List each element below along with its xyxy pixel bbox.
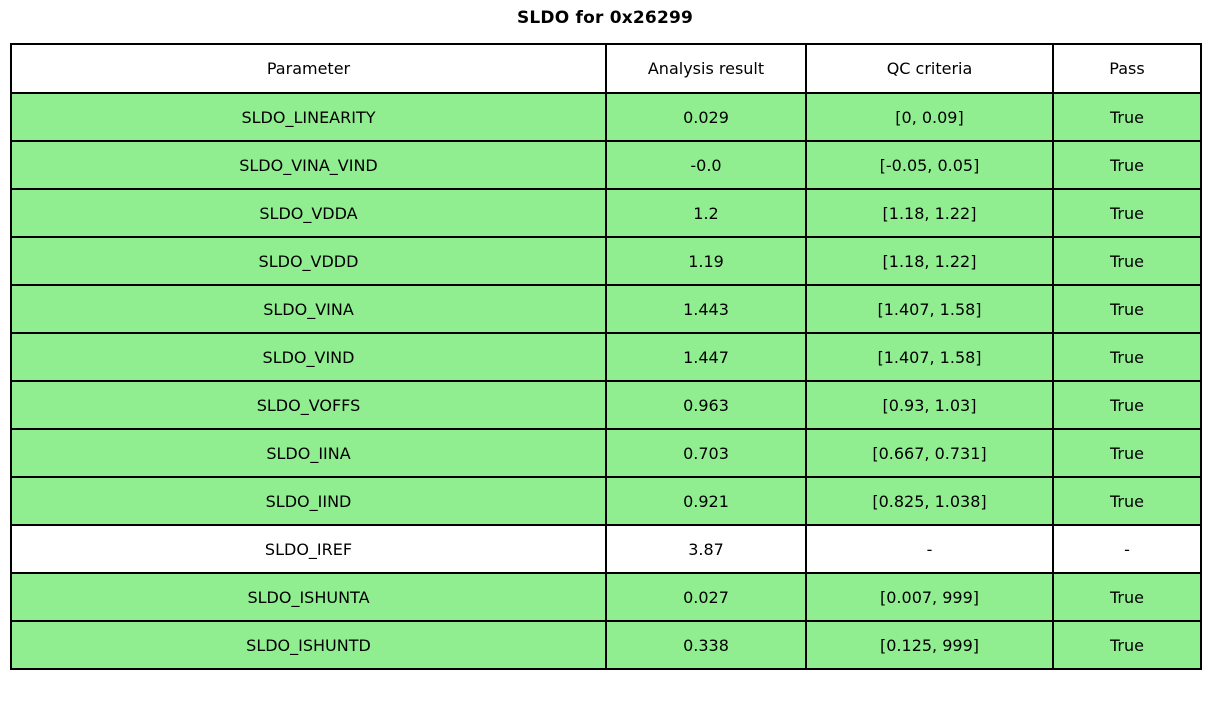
pass-cell: True	[1052, 284, 1202, 334]
criteria-cell: [1.407, 1.58]	[805, 332, 1054, 382]
header-pass: Pass	[1052, 43, 1202, 94]
parameter-cell: SLDO_VINA	[10, 284, 607, 334]
header-parameter: Parameter	[10, 43, 607, 94]
header-qc-criteria: QC criteria	[805, 43, 1054, 94]
result-cell: 1.2	[605, 188, 807, 238]
result-cell: 1.19	[605, 236, 807, 286]
table-body: SLDO_LINEARITY 0.029 [0, 0.09] True SLDO_VIN…	[10, 92, 1202, 670]
parameter-cell: SLDO_VIND	[10, 332, 607, 382]
header-analysis-result: Analysis result	[605, 43, 807, 94]
table-row: SLDO_IREF 3.87- -	[10, 524, 1202, 574]
header-row: Parameter Analysis result QC criteria Pa…	[10, 43, 1202, 94]
criteria-cell: [0.125, 999]	[805, 620, 1054, 670]
criteria-cell: [1.407, 1.58]	[805, 284, 1054, 334]
page-title: SLDO for 0x26299	[516, 8, 694, 28]
parameter-cell: SLDO_IIND	[10, 476, 607, 526]
table-row: SLDO_VINA 1.443 [1.407, 1.58] True	[10, 284, 1202, 334]
parameter-cell: SLDO_VDDD	[10, 236, 607, 286]
pass-cell: True	[1052, 428, 1202, 478]
result-cell: 0.029	[605, 92, 807, 142]
pass-cell: True	[1052, 332, 1202, 382]
table-row: SLDO_ISHUNTD 0.338 [0.125, 999] True	[10, 620, 1202, 670]
criteria-cell: [0.93, 1.03]	[805, 380, 1054, 430]
pass-cell: True	[1052, 476, 1202, 526]
criteria-cell: [0.825, 1.038]	[805, 476, 1054, 526]
table-row: SLDO_VOFFS 0.963 [0.93, 1.03] True	[10, 380, 1202, 430]
table-row: SLDO_VINA_VIND -0.0 [-0.05, 0.05] True	[10, 140, 1202, 190]
criteria-cell: [0.667, 0.731]	[805, 428, 1054, 478]
pass-cell: True	[1052, 236, 1202, 286]
parameter-cell: SLDO_ISHUNTA	[10, 572, 607, 622]
result-cell: 0.703	[605, 428, 807, 478]
result-cell: 3.87	[605, 524, 807, 574]
parameter-cell: SLDO_IINA	[10, 428, 607, 478]
result-cell: 0.963	[605, 380, 807, 430]
table-row: SLDO_VIND 1.447 [1.407, 1.58] True	[10, 332, 1202, 382]
parameter-cell: SLDO_VOFFS	[10, 380, 607, 430]
parameter-cell: SLDO_VINA_VIND	[10, 140, 607, 190]
table-header: Parameter Analysis result QC criteria Pa…	[10, 43, 1202, 94]
parameter-cell: SLDO_LINEARITY	[10, 92, 607, 142]
parameter-cell: SLDO_IREF	[10, 524, 607, 574]
pass-cell: True	[1052, 92, 1202, 142]
table-row: SLDO_ISHUNTA 0.027 [0.007, 999] True	[10, 572, 1202, 622]
parameter-cell: SLDO_VDDA	[10, 188, 607, 238]
table-row: SLDO_IIND 0.921 [0.825, 1.038] True	[10, 476, 1202, 526]
result-cell: -0.0	[605, 140, 807, 190]
result-cell: 1.443	[605, 284, 807, 334]
pass-cell: True	[1052, 140, 1202, 190]
table-row: SLDO_LINEARITY 0.029 [0, 0.09] True	[10, 92, 1202, 142]
criteria-cell: [0, 0.09]	[805, 92, 1054, 142]
table-row: SLDO_VDDD 1.19 [1.18, 1.22] True	[10, 236, 1202, 286]
criteria-cell: [1.18, 1.22]	[805, 236, 1054, 286]
table-row: SLDO_IINA 0.703 [0.667, 0.731] True	[10, 428, 1202, 478]
criteria-cell: [0.007, 999]	[805, 572, 1054, 622]
pass-cell: True	[1052, 620, 1202, 670]
qc-results-table: Parameter Analysis result QC criteria Pa…	[10, 43, 1202, 670]
result-cell: 1.447	[605, 332, 807, 382]
criteria-cell: [1.18, 1.22]	[805, 188, 1054, 238]
result-cell: 0.027	[605, 572, 807, 622]
criteria-cell: [-0.05, 0.05]	[805, 140, 1054, 190]
pass-cell: True	[1052, 572, 1202, 622]
pass-cell: True	[1052, 188, 1202, 238]
pass-cell: True	[1052, 380, 1202, 430]
pass-cell: -	[1052, 524, 1202, 574]
result-cell: 0.338	[605, 620, 807, 670]
criteria-cell: -	[805, 524, 1054, 574]
table-row: SLDO_VDDA 1.2 [1.18, 1.22] True	[10, 188, 1202, 238]
parameter-cell: SLDO_ISHUNTD	[10, 620, 607, 670]
result-cell: 0.921	[605, 476, 807, 526]
